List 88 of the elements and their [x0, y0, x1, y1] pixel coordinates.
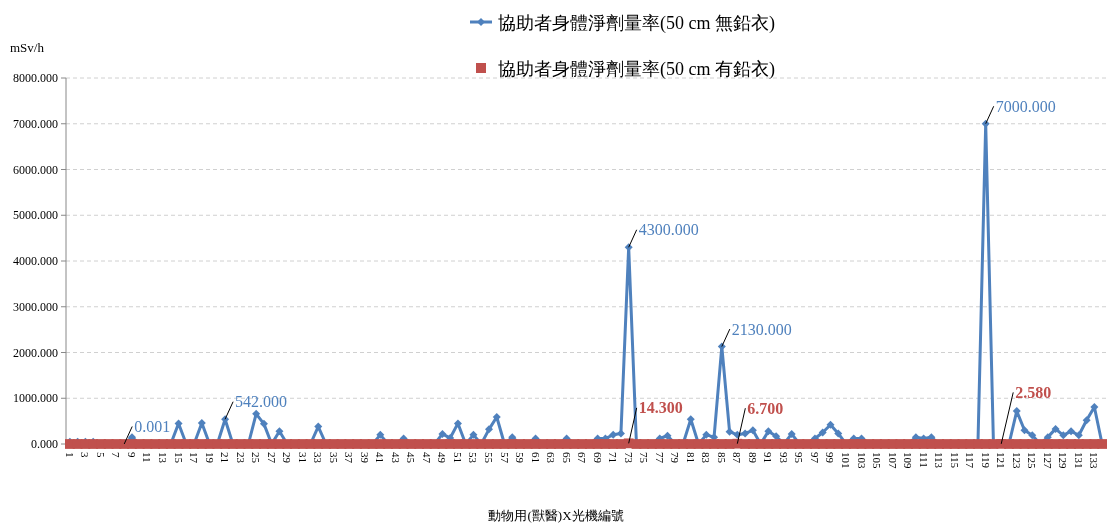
x-tick-label: 11	[141, 452, 154, 463]
legend-label: 協助者身體淨劑量率(50 cm 有鉛衣)	[498, 59, 775, 80]
x-tick-label: 83	[700, 452, 713, 464]
y-tick-label: 1000.000	[13, 391, 58, 406]
x-tick-label: 115	[948, 452, 961, 469]
legend-label: 協助者身體淨劑量率(50 cm 無鉛衣)	[498, 13, 775, 34]
x-tick-label: 117	[964, 452, 977, 469]
y-tick-label: 7000.000	[13, 116, 58, 131]
x-tick-label: 127	[1041, 452, 1054, 469]
y-tick-label: 0.000	[31, 437, 58, 451]
data-label: 0.001	[134, 418, 171, 435]
x-tick-label: 45	[405, 452, 418, 464]
x-tick-label: 7	[110, 452, 123, 458]
y-tick-label: 3000.000	[13, 299, 58, 314]
x-tick-label: 65	[560, 452, 573, 464]
x-tick-label: 103	[855, 452, 868, 469]
x-tick-label: 59	[514, 452, 527, 464]
x-tick-label: 55	[482, 452, 495, 464]
x-tick-label: 79	[669, 452, 682, 464]
x-tick-label: 81	[684, 452, 697, 463]
y-tick-label: 5000.000	[13, 208, 58, 223]
y-tick-label: 8000.000	[13, 71, 58, 85]
x-tick-label: 3	[79, 452, 92, 458]
x-tick-label: 29	[281, 452, 294, 464]
x-tick-label: 47	[420, 452, 433, 464]
x-tick-label: 57	[498, 452, 511, 464]
x-tick-label: 133	[1088, 452, 1101, 469]
x-tick-label: 73	[622, 452, 635, 464]
x-tick-label: 77	[653, 452, 666, 464]
x-tick-label: 35	[327, 452, 340, 464]
x-tick-label: 33	[312, 452, 325, 464]
y-tick-label: 6000.000	[13, 162, 58, 177]
data-label: 7000.000	[995, 97, 1056, 115]
x-tick-label: 119	[979, 452, 992, 469]
y-tick-label: 2000.000	[13, 345, 58, 360]
x-tick-label: 101	[840, 452, 852, 469]
x-tick-label: 93	[777, 452, 790, 464]
x-tick-label: 13	[157, 452, 170, 464]
data-label: 6.700	[747, 399, 784, 417]
x-tick-label: 19	[203, 452, 216, 464]
x-tick-label: 15	[172, 452, 185, 464]
data-label: 14.300	[638, 399, 683, 417]
data-label: 2130.000	[731, 320, 792, 338]
x-tick-label: 67	[576, 452, 589, 464]
x-tick-label: 49	[436, 452, 449, 464]
x-tick-label: 111	[917, 452, 930, 468]
x-tick-label: 95	[793, 452, 806, 464]
x-tick-label: 75	[638, 452, 651, 464]
x-tick-label: 87	[731, 452, 744, 464]
x-tick-label: 61	[529, 452, 542, 463]
y-axis-title: mSv/h	[10, 40, 45, 55]
x-tick-label: 105	[871, 452, 884, 469]
x-tick-label: 25	[250, 452, 263, 464]
x-tick-label: 63	[545, 452, 558, 464]
x-tick-label: 1	[63, 452, 76, 458]
x-tick-label: 97	[808, 452, 821, 464]
x-tick-label: 121	[995, 452, 1008, 469]
x-tick-label: 9	[125, 452, 138, 458]
x-axis-title: 動物用(獸醫)X光機編號	[488, 508, 624, 523]
x-tick-label: 109	[902, 452, 915, 469]
x-tick-label: 27	[265, 452, 278, 464]
x-tick-label: 107	[886, 452, 899, 469]
data-label: 542.000	[235, 393, 288, 411]
data-label: 2.580	[1015, 383, 1052, 401]
x-tick-label: 39	[358, 452, 371, 464]
x-tick-label: 17	[188, 452, 201, 464]
x-tick-label: 123	[1010, 452, 1023, 469]
x-tick-label: 85	[715, 452, 728, 464]
x-tick-label: 41	[374, 452, 387, 463]
x-tick-label: 51	[451, 452, 464, 463]
x-tick-label: 125	[1026, 452, 1039, 469]
x-tick-label: 69	[591, 452, 604, 464]
x-tick-label: 21	[219, 452, 232, 463]
x-tick-label: 53	[467, 452, 480, 464]
data-label: 4300.000	[638, 221, 699, 239]
x-tick-label: 31	[296, 452, 309, 463]
x-tick-label: 89	[746, 452, 759, 464]
x-tick-label: 37	[343, 452, 356, 464]
x-tick-label: 131	[1072, 452, 1085, 469]
x-tick-label: 113	[933, 452, 946, 469]
x-tick-label: 129	[1057, 452, 1070, 469]
x-tick-label: 99	[824, 452, 837, 464]
x-tick-label: 23	[234, 452, 247, 464]
y-tick-label: 4000.000	[13, 254, 58, 268]
x-tick-label: 71	[607, 452, 620, 463]
x-tick-label: 5	[94, 452, 107, 458]
x-tick-label: 91	[762, 452, 775, 463]
x-tick-label: 43	[389, 452, 402, 464]
